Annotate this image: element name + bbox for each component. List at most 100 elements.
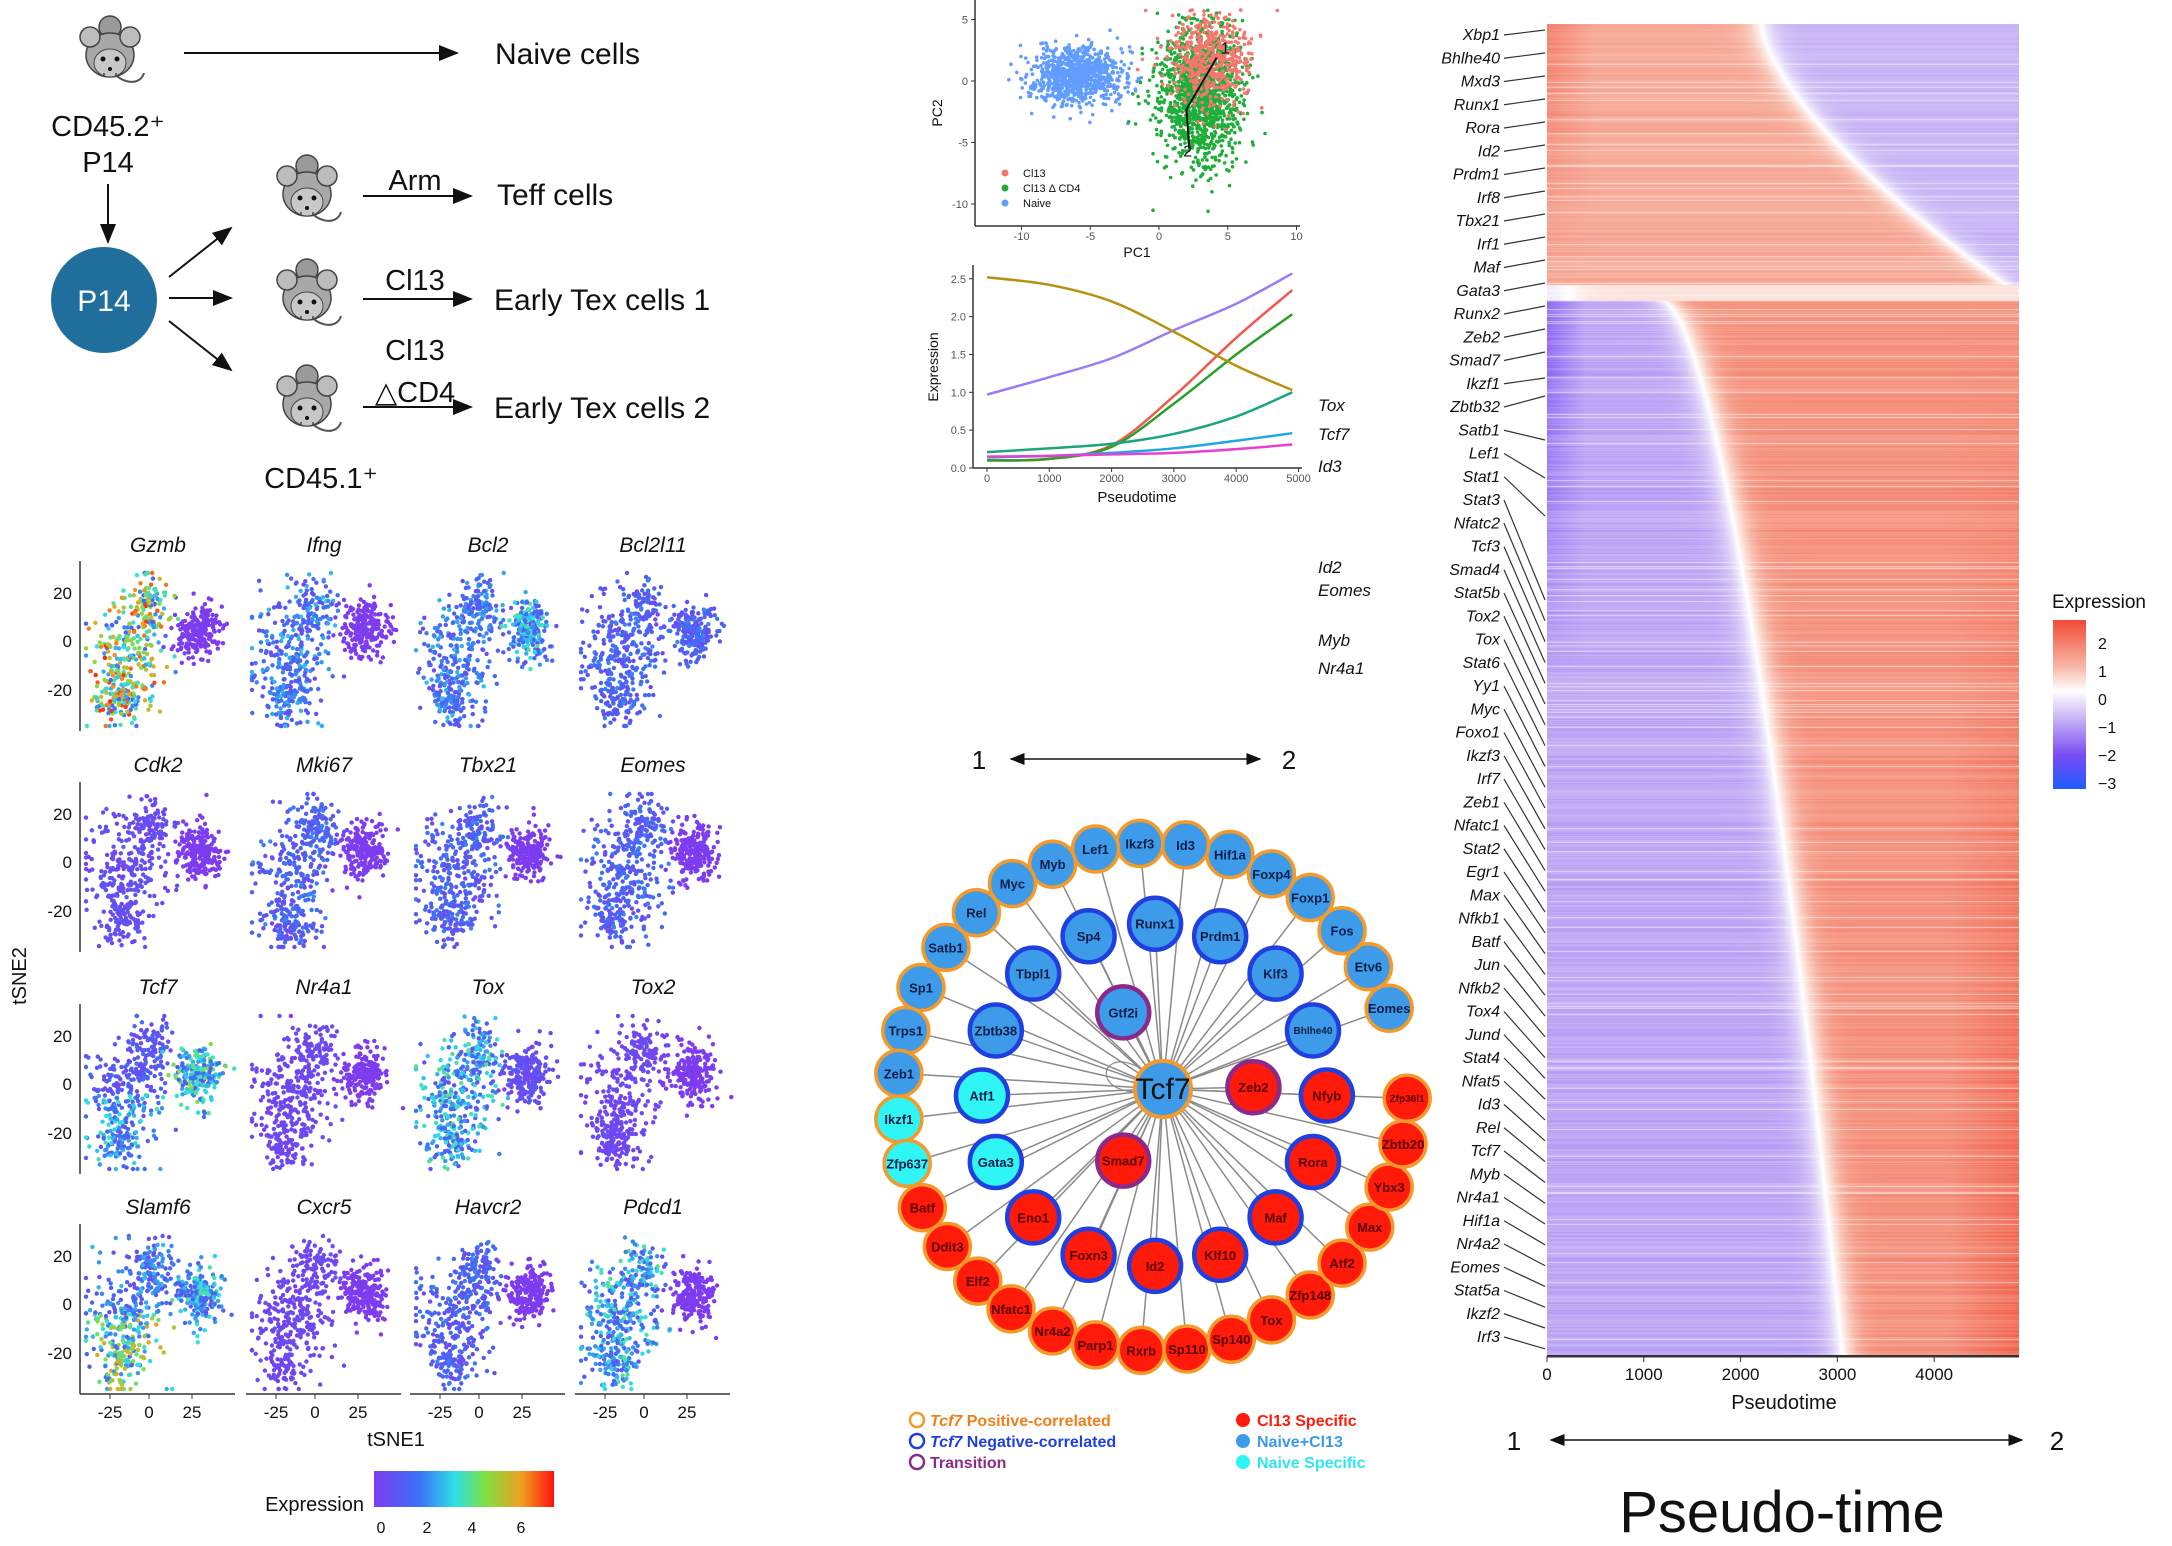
cell-point <box>425 830 430 836</box>
cell-point <box>275 604 280 609</box>
cell-point <box>291 922 296 928</box>
cell-point <box>112 723 118 728</box>
cell-point <box>537 662 542 667</box>
cell-point <box>641 894 646 899</box>
cell-point <box>659 849 664 855</box>
cell-point <box>282 622 287 628</box>
cell-point <box>123 630 128 635</box>
cell-point <box>135 633 140 638</box>
cell-point <box>279 842 285 847</box>
cell-point <box>647 852 653 857</box>
cell-point <box>645 901 651 906</box>
cell-point <box>146 585 152 591</box>
cell-point <box>321 857 326 863</box>
cell-point <box>132 629 137 635</box>
cell-point <box>535 614 540 620</box>
cell-point <box>617 915 622 920</box>
cell-point <box>130 939 135 945</box>
cell-point <box>601 591 606 597</box>
cell-point <box>191 836 197 841</box>
cell-point <box>368 609 373 614</box>
cell-point <box>143 619 149 624</box>
cell-point <box>142 633 147 638</box>
cell-point <box>324 820 329 826</box>
cell-point <box>647 807 652 812</box>
cell-point <box>474 877 479 883</box>
cell-point <box>269 900 274 905</box>
cell-point <box>462 818 468 824</box>
cell-point <box>653 657 658 663</box>
cell-point <box>371 648 376 653</box>
cell-point <box>260 667 265 673</box>
cell-point <box>537 868 543 873</box>
cell-point <box>332 623 338 628</box>
cell-point <box>528 655 533 661</box>
cell-point <box>535 841 541 846</box>
cell-point <box>608 910 613 915</box>
cell-point <box>639 606 644 611</box>
cell-point <box>643 673 648 679</box>
cell-point <box>344 849 349 855</box>
cell-point <box>427 858 432 863</box>
cell-point <box>275 870 281 876</box>
cell-point <box>493 862 498 867</box>
cell-point <box>263 922 268 927</box>
cell-point <box>220 641 226 646</box>
cell-point <box>288 871 293 877</box>
cell-point <box>460 578 465 584</box>
cell-point <box>220 626 226 631</box>
cell-point <box>317 863 323 868</box>
cell-point <box>581 828 586 833</box>
cell-point <box>692 813 697 819</box>
cell-point <box>455 864 460 870</box>
cell-point <box>132 716 137 721</box>
cell-point <box>424 631 429 636</box>
cell-point <box>609 865 614 870</box>
cell-point <box>314 826 319 831</box>
cell-point <box>279 892 284 897</box>
cell-point <box>478 675 483 680</box>
cell-point <box>111 684 116 689</box>
cell-point <box>174 887 179 893</box>
cell-point <box>586 665 592 670</box>
cell-point <box>603 906 608 911</box>
cell-point <box>264 713 270 719</box>
cell-point <box>150 843 155 849</box>
cell-point <box>582 920 588 925</box>
y-tick-label: 20 <box>53 805 72 824</box>
cell-point <box>463 905 468 911</box>
cell-point <box>515 659 520 664</box>
cell-point <box>463 676 469 681</box>
cell-point <box>364 639 369 644</box>
cell-point <box>284 645 289 650</box>
cell-point <box>285 633 291 639</box>
cell-point <box>317 847 322 852</box>
cell-point <box>525 607 531 612</box>
cell-point <box>514 839 519 844</box>
cell-point <box>153 811 158 816</box>
cell-point <box>487 637 492 642</box>
cell-point <box>645 882 650 888</box>
cell-point <box>312 849 317 854</box>
cell-point <box>140 847 146 852</box>
cell-point <box>602 586 608 591</box>
delta-cd4-label: △CD4 <box>375 377 455 409</box>
cell-point <box>416 898 421 903</box>
cell-point <box>642 872 648 878</box>
cell-point <box>484 802 489 808</box>
cell-point <box>273 712 279 717</box>
cell-point <box>456 722 461 728</box>
cell-point <box>647 612 653 618</box>
cell-point <box>297 697 302 702</box>
cell-point <box>482 858 488 863</box>
cell-point <box>465 625 470 631</box>
cell-point <box>128 604 134 609</box>
cell-point <box>142 936 147 941</box>
cell-point <box>630 939 636 944</box>
cell-point <box>308 864 313 869</box>
cell-point <box>450 891 456 896</box>
cell-point <box>444 881 450 886</box>
cell-point <box>135 867 140 872</box>
cell-point <box>459 902 464 908</box>
cell-point <box>206 636 212 641</box>
